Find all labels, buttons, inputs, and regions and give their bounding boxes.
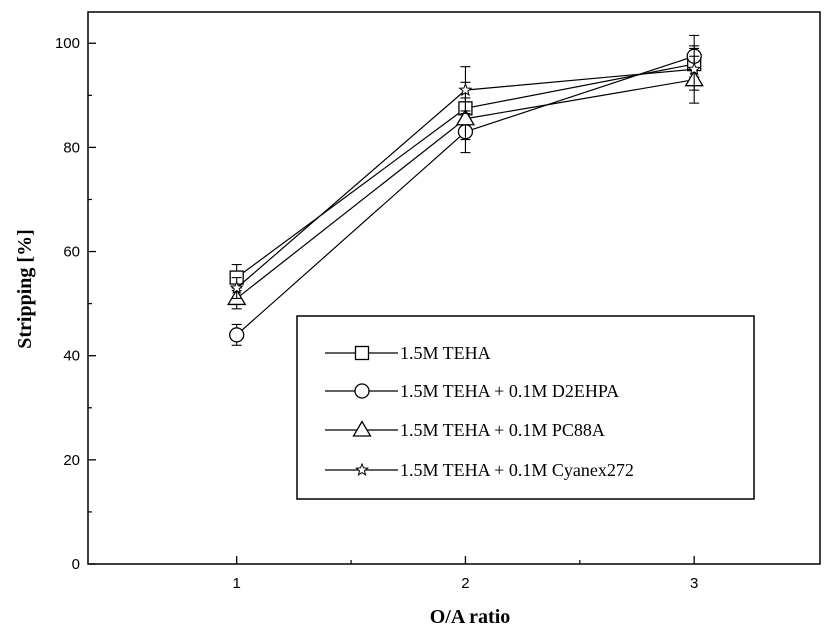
y-tick-label: 40 xyxy=(63,348,80,365)
x-axis-title: O/A ratio xyxy=(430,606,511,628)
legend-marker xyxy=(352,420,372,437)
legend-item-triangle: 1.5M TEHA + 0.1M PC88A xyxy=(325,420,605,440)
y-tick-label: 0 xyxy=(72,556,80,573)
x-tick-label: 3 xyxy=(690,575,698,592)
axes: 0 20 40 60 80 100 1 2 3 xyxy=(55,11,821,592)
legend-item-circle: 1.5M TEHA + 0.1M D2EHPA xyxy=(325,381,619,401)
legend-box xyxy=(296,315,755,500)
y-tick-label: 60 xyxy=(63,244,80,261)
y-tick-label: 80 xyxy=(63,139,80,156)
data-point xyxy=(229,280,244,294)
series-layer xyxy=(227,34,704,346)
x-tick-label: 1 xyxy=(233,575,241,592)
legend-item-star: 1.5M TEHA + 0.1M Cyanex272 xyxy=(325,460,634,480)
data-point xyxy=(458,82,473,97)
data-point xyxy=(687,61,702,76)
legend-marker xyxy=(354,345,370,361)
legend-item-square: 1.5M TEHA xyxy=(325,343,491,363)
legend-marker xyxy=(354,462,370,476)
plot-frame xyxy=(87,11,821,565)
series-star xyxy=(229,47,702,299)
legend-marker xyxy=(354,383,370,399)
legend-label: 1.5M TEHA + 0.1M Cyanex272 xyxy=(400,460,634,480)
legend: 1.5M TEHA 1.5M TEHA + 0.1M D2EHPA 1.5M TEH… xyxy=(296,315,755,500)
legend-label: 1.5M TEHA xyxy=(400,343,491,363)
x-tick-label: 2 xyxy=(461,575,469,592)
legend-label: 1.5M TEHA + 0.1M D2EHPA xyxy=(400,381,619,401)
data-point xyxy=(455,108,476,126)
y-axis-title: Stripping [%] xyxy=(14,229,36,348)
y-tick-label: 20 xyxy=(63,452,80,469)
data-point xyxy=(229,327,245,343)
y-tick-label: 100 xyxy=(55,35,80,52)
legend-label: 1.5M TEHA + 0.1M PC88A xyxy=(400,420,605,440)
